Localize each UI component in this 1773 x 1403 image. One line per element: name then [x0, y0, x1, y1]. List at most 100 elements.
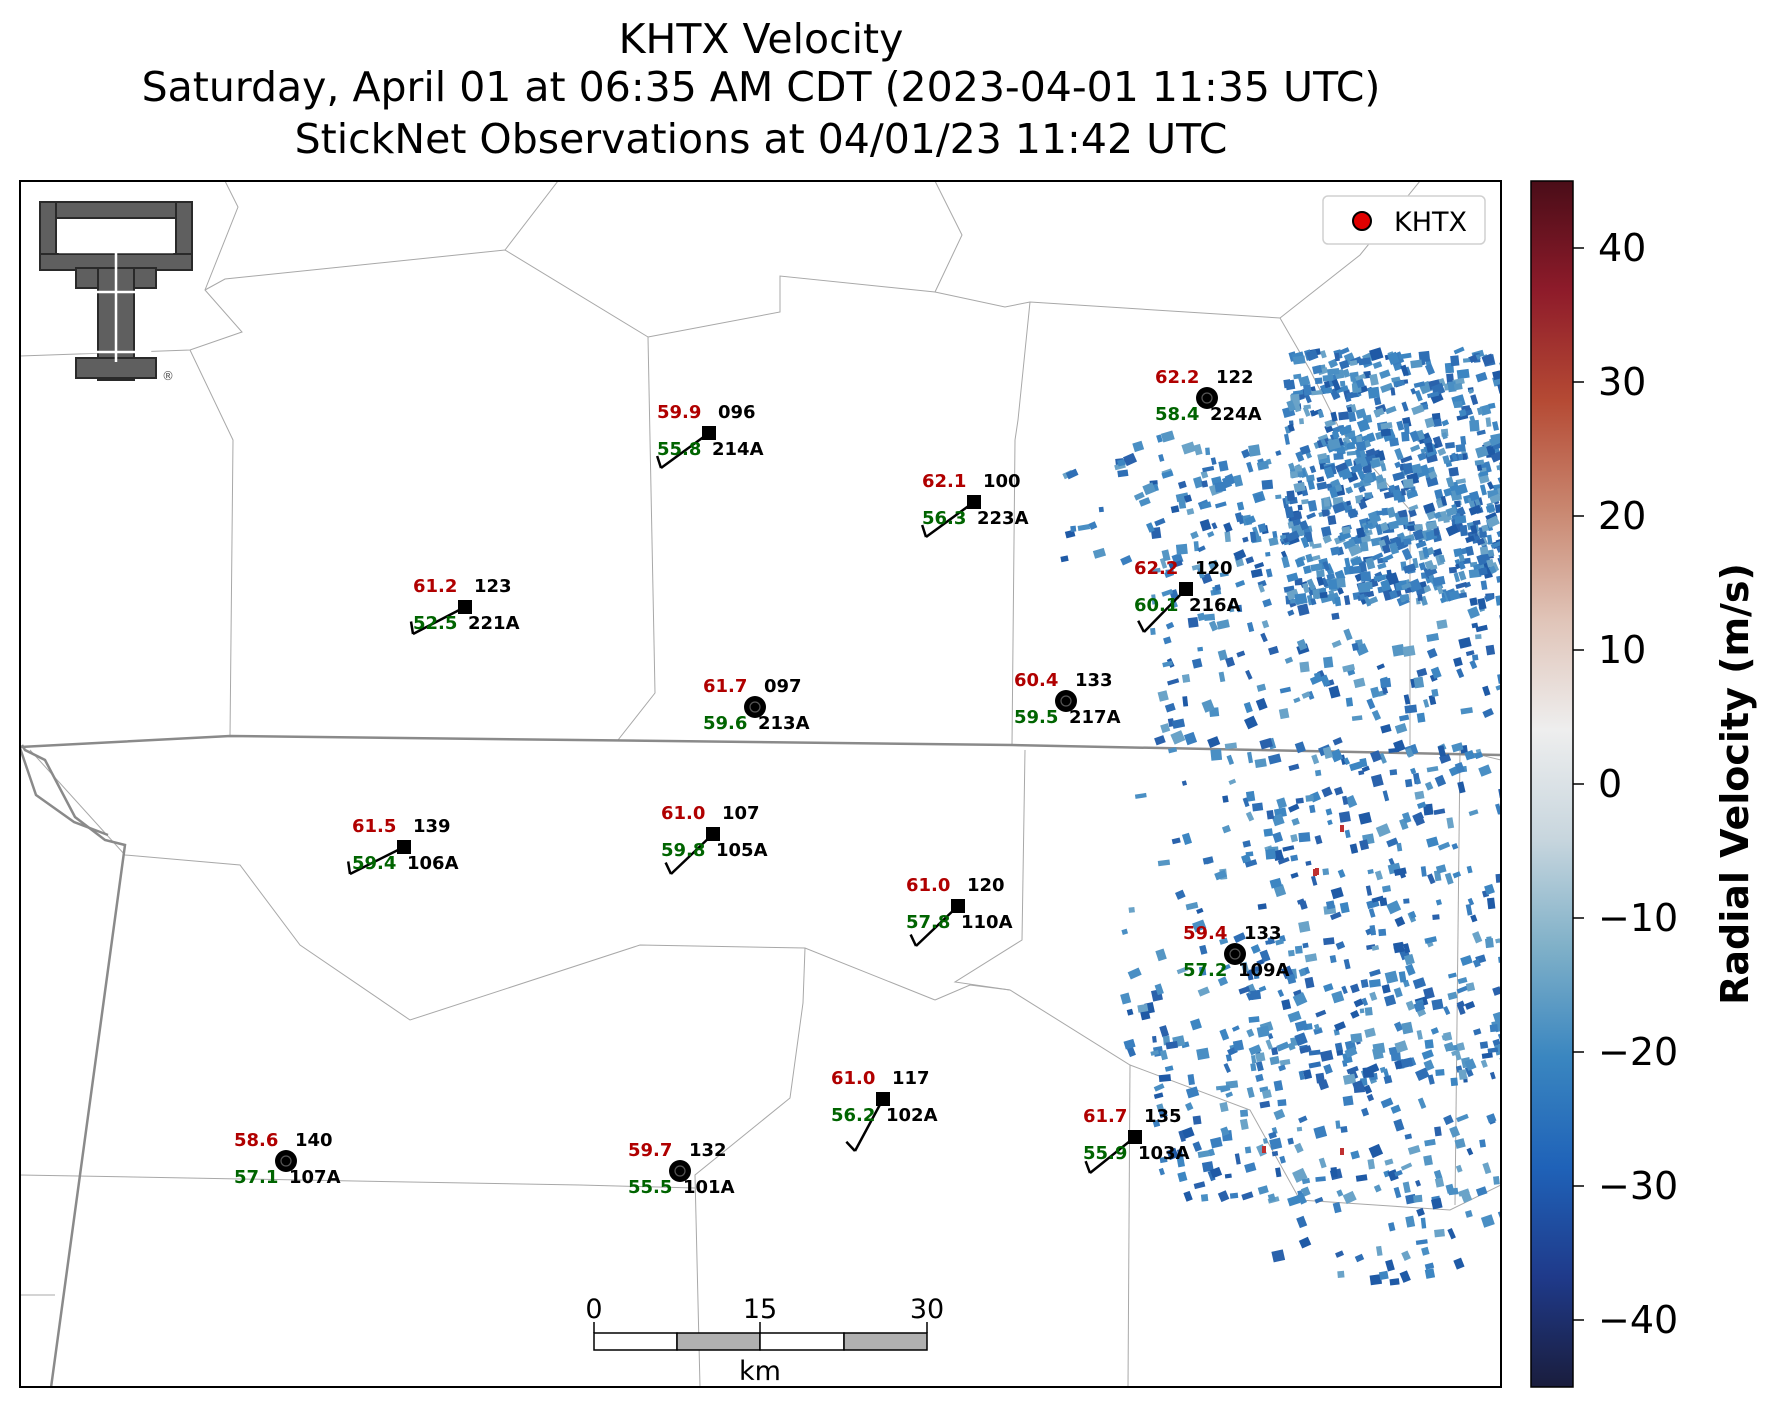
station-temperature: 62.2	[1155, 367, 1199, 388]
title-line-2: Saturday, April 01 at 06:35 AM CDT (2023…	[141, 63, 1381, 111]
station-number: 133	[1244, 923, 1282, 944]
station-marker-icon	[1128, 1130, 1142, 1144]
station-temperature: 61.0	[906, 875, 950, 896]
colorbar-gradient	[1530, 180, 1574, 1388]
station-number: 133	[1075, 670, 1113, 691]
station-temperature: 61.2	[413, 576, 457, 597]
station-temperature: 59.9	[657, 402, 701, 423]
station-dewpoint: 56.3	[922, 508, 966, 529]
station-temperature: 62.1	[922, 471, 966, 492]
station-number: 100	[983, 471, 1021, 492]
scale-tick-30: 30	[910, 1294, 944, 1325]
colorbar-tick-label: 20	[1598, 494, 1646, 538]
station-dewpoint: 57.8	[906, 912, 950, 933]
calm-ring-icon	[280, 1155, 292, 1167]
colorbar-tick-label: 0	[1598, 762, 1622, 806]
scale-bar: 0 15 30 km	[585, 1294, 944, 1387]
wind-barb-flag	[909, 934, 918, 947]
station-110A[interactable]: 61.0 120 57.8 110A	[906, 875, 1013, 947]
station-number: 123	[474, 576, 512, 597]
colorbar-tick-label: 10	[1598, 628, 1646, 672]
station-id: 217A	[1069, 707, 1121, 728]
station-109A[interactable]: 59.4 133 57.2 109A	[1183, 923, 1290, 981]
station-dewpoint: 52.5	[413, 613, 457, 634]
station-number: 132	[689, 1140, 727, 1161]
wind-barb-flag	[1084, 1160, 1092, 1174]
station-214A[interactable]: 59.9 096 55.8 214A	[655, 402, 764, 470]
title-line-3: StickNet Observations at 04/01/23 11:42 …	[294, 115, 1228, 163]
scale-unit: km	[739, 1356, 781, 1387]
station-id: 214A	[712, 439, 764, 460]
station-id: 107A	[289, 1167, 341, 1188]
texas-tech-logo: ®	[39, 201, 193, 383]
station-marker-icon	[702, 426, 716, 440]
map-area[interactable]: 59.9 096 55.8 214A 62.1 100 56.3 223A 62.2 122 58.…	[20, 181, 1513, 1395]
station-temperature: 61.7	[703, 676, 747, 697]
station-101A[interactable]: 59.7 132 55.5 101A	[628, 1140, 735, 1198]
wind-barb-flag	[664, 862, 673, 875]
station-number: 135	[1144, 1106, 1182, 1127]
station-id: 109A	[1238, 960, 1290, 981]
calm-wind-marker	[1224, 943, 1246, 965]
station-id: 105A	[716, 840, 768, 861]
station-temperature: 61.0	[831, 1068, 875, 1089]
station-217A[interactable]: 60.4 133 59.5 217A	[1014, 670, 1121, 728]
station-number: 096	[718, 402, 756, 423]
station-marker-icon	[876, 1092, 890, 1106]
station-temperature: 62.2	[1134, 558, 1178, 579]
station-224A[interactable]: 62.2 122 58.4 224A	[1155, 367, 1262, 425]
station-marker-icon	[967, 495, 981, 509]
station-223A[interactable]: 62.1 100 56.3 223A	[920, 471, 1029, 539]
station-id: 101A	[683, 1177, 735, 1198]
wind-barb-staff	[925, 500, 975, 539]
calm-ring-icon	[1201, 392, 1213, 404]
calm-wind-marker	[669, 1160, 691, 1182]
calm-wind-marker	[744, 696, 766, 718]
station-105A[interactable]: 61.0 107 59.8 105A	[661, 803, 768, 875]
scale-tick-0: 0	[585, 1294, 602, 1325]
colorbar-tick-label: 30	[1598, 360, 1646, 404]
wind-barb-flag	[920, 524, 928, 538]
station-number: 122	[1216, 367, 1254, 388]
colorbar: 40 30 20 10 0 −10 −20 −30 −40 Radial Velocity (m…	[1530, 180, 1757, 1388]
station-id: 102A	[886, 1105, 938, 1126]
station-221A[interactable]: 61.2 123 52.5 221A	[409, 576, 520, 636]
station-number: 120	[1195, 558, 1233, 579]
station-marker-icon	[458, 600, 472, 614]
station-id: 110A	[961, 912, 1013, 933]
station-number: 097	[764, 676, 802, 697]
station-dewpoint: 60.1	[1134, 595, 1178, 616]
station-id: 213A	[758, 713, 810, 734]
station-id: 221A	[468, 613, 520, 634]
station-temperature: 61.0	[661, 803, 705, 824]
station-id: 103A	[1138, 1143, 1190, 1164]
scale-tick-15: 15	[743, 1294, 777, 1325]
station-102A[interactable]: 61.0 117 56.2 102A	[831, 1068, 938, 1152]
station-106A[interactable]: 61.5 139 59.4 106A	[346, 816, 459, 876]
station-216A[interactable]: 62.2 120 60.1 216A	[1134, 558, 1241, 633]
station-dewpoint: 58.4	[1155, 404, 1199, 425]
station-213A[interactable]: 61.7 097 59.6 213A	[703, 676, 810, 734]
station-dewpoint: 55.8	[657, 439, 701, 460]
station-number: 140	[295, 1130, 333, 1151]
logo-registered-mark: ®	[162, 369, 174, 383]
colorbar-tick-label: −20	[1598, 1030, 1678, 1074]
station-marker-icon	[706, 827, 720, 841]
station-103A[interactable]: 61.7 135 55.9 103A	[1083, 1106, 1190, 1174]
wind-barb-flag	[1137, 620, 1146, 633]
map-frame	[19, 180, 1502, 1388]
wind-barb-staff	[1143, 588, 1187, 633]
station-dewpoint: 59.4	[352, 853, 396, 874]
station-dewpoint: 56.2	[831, 1105, 875, 1126]
calm-ring-icon	[1060, 695, 1072, 707]
station-dewpoint: 59.6	[703, 713, 747, 734]
colorbar-tick-label: −40	[1598, 1298, 1678, 1342]
station-107A[interactable]: 58.6 140 57.1 107A	[234, 1130, 341, 1188]
calm-ring-icon	[674, 1165, 686, 1177]
station-id: 223A	[977, 508, 1029, 529]
title-line-1: KHTX Velocity	[618, 15, 904, 63]
station-temperature: 59.4	[1183, 923, 1227, 944]
stickNet-stations: 59.9 096 55.8 214A 62.1 100 56.3 223A 62.2 122 58.…	[234, 367, 1290, 1198]
wind-barb-staff	[349, 845, 405, 876]
